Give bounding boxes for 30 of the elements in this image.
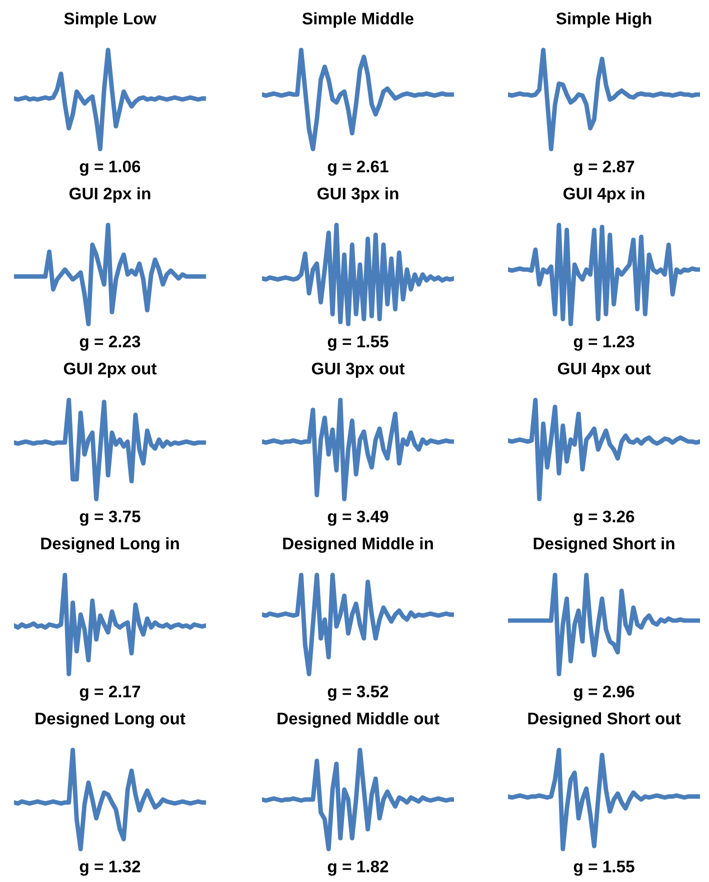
chart-title: GUI 3px out	[312, 362, 405, 378]
text: g = 3.75	[80, 510, 140, 526]
chart-title: Designed Short out	[528, 712, 681, 728]
chart-title: Designed Middle out	[278, 712, 440, 728]
chart-title: GUI 4px out	[558, 362, 651, 378]
chart-title: Designed Long out	[36, 712, 186, 728]
chart-title: Simple High	[556, 12, 652, 28]
text: g = 1.23	[574, 336, 634, 351]
chart-title: GUI 4px in	[563, 187, 644, 203]
chart-title: Simple Middle	[302, 12, 414, 28]
text: g = 1.06	[80, 160, 140, 176]
chart-title: GUI 3px in	[317, 187, 398, 203]
text: g = 1.55	[328, 336, 388, 351]
text: g = 2.17	[80, 686, 140, 701]
text: g = 3.26	[574, 510, 634, 526]
chart-title: GUI 2px in	[69, 187, 150, 203]
text: g = 1.82	[328, 860, 388, 876]
chart-title: Designed Short in	[534, 537, 674, 553]
text: g = 2.87	[574, 160, 634, 176]
chart-title: Simple Low	[64, 12, 156, 28]
text: g = 3.52	[328, 686, 388, 701]
text: g = 2.61	[328, 160, 388, 176]
chart-title: Designed Long in	[41, 537, 179, 553]
text: g = 2.96	[574, 686, 634, 701]
text: g = 2.23	[80, 336, 140, 351]
text: g = 1.55	[574, 860, 634, 876]
text: g = 3.49	[328, 510, 388, 526]
chart-title: Designed Middle in	[283, 537, 433, 553]
chart-title: GUI 2px out	[64, 362, 157, 378]
text: g = 1.32	[80, 860, 140, 876]
